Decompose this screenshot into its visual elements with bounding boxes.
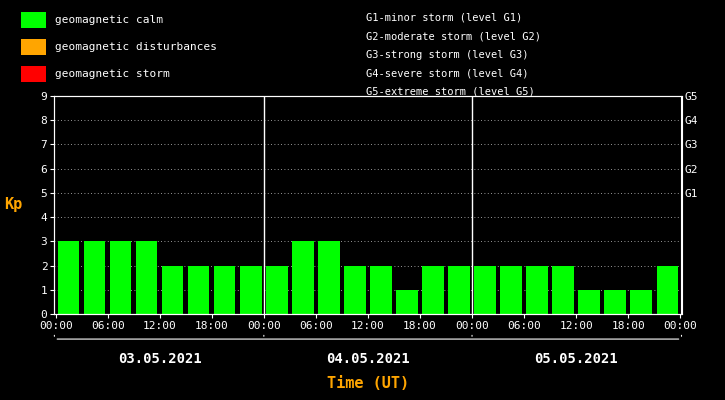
Bar	[474, 266, 496, 314]
Text: G2-moderate storm (level G2): G2-moderate storm (level G2)	[366, 32, 541, 42]
Bar	[423, 266, 444, 314]
Bar	[84, 241, 105, 314]
Bar	[631, 290, 652, 314]
Bar	[188, 266, 210, 314]
Bar	[370, 266, 392, 314]
Bar	[58, 241, 79, 314]
Bar	[214, 266, 236, 314]
Bar	[22, 39, 46, 55]
Text: G1-minor storm (level G1): G1-minor storm (level G1)	[366, 13, 522, 23]
Bar	[397, 290, 418, 314]
Bar	[500, 266, 522, 314]
Bar	[552, 266, 573, 314]
Bar	[240, 266, 262, 314]
Bar	[448, 266, 470, 314]
Text: Time (UT): Time (UT)	[327, 376, 409, 391]
Bar	[344, 266, 365, 314]
Text: Kp: Kp	[4, 198, 22, 212]
Bar	[318, 241, 339, 314]
Text: geomagnetic storm: geomagnetic storm	[54, 69, 169, 79]
Bar	[657, 266, 678, 314]
Bar	[110, 241, 131, 314]
Text: geomagnetic calm: geomagnetic calm	[54, 15, 162, 25]
Bar	[22, 12, 46, 28]
Bar	[526, 266, 548, 314]
Bar	[579, 290, 600, 314]
Bar	[605, 290, 626, 314]
Bar	[136, 241, 157, 314]
Text: 05.05.2021: 05.05.2021	[534, 352, 618, 366]
Text: 03.05.2021: 03.05.2021	[118, 352, 202, 366]
Bar	[162, 266, 183, 314]
Text: 04.05.2021: 04.05.2021	[326, 352, 410, 366]
Bar	[266, 266, 288, 314]
Text: G3-strong storm (level G3): G3-strong storm (level G3)	[366, 50, 529, 60]
Text: geomagnetic disturbances: geomagnetic disturbances	[54, 42, 217, 52]
Text: G4-severe storm (level G4): G4-severe storm (level G4)	[366, 68, 529, 78]
Bar	[22, 66, 46, 82]
Text: G5-extreme storm (level G5): G5-extreme storm (level G5)	[366, 87, 535, 97]
Bar	[292, 241, 313, 314]
